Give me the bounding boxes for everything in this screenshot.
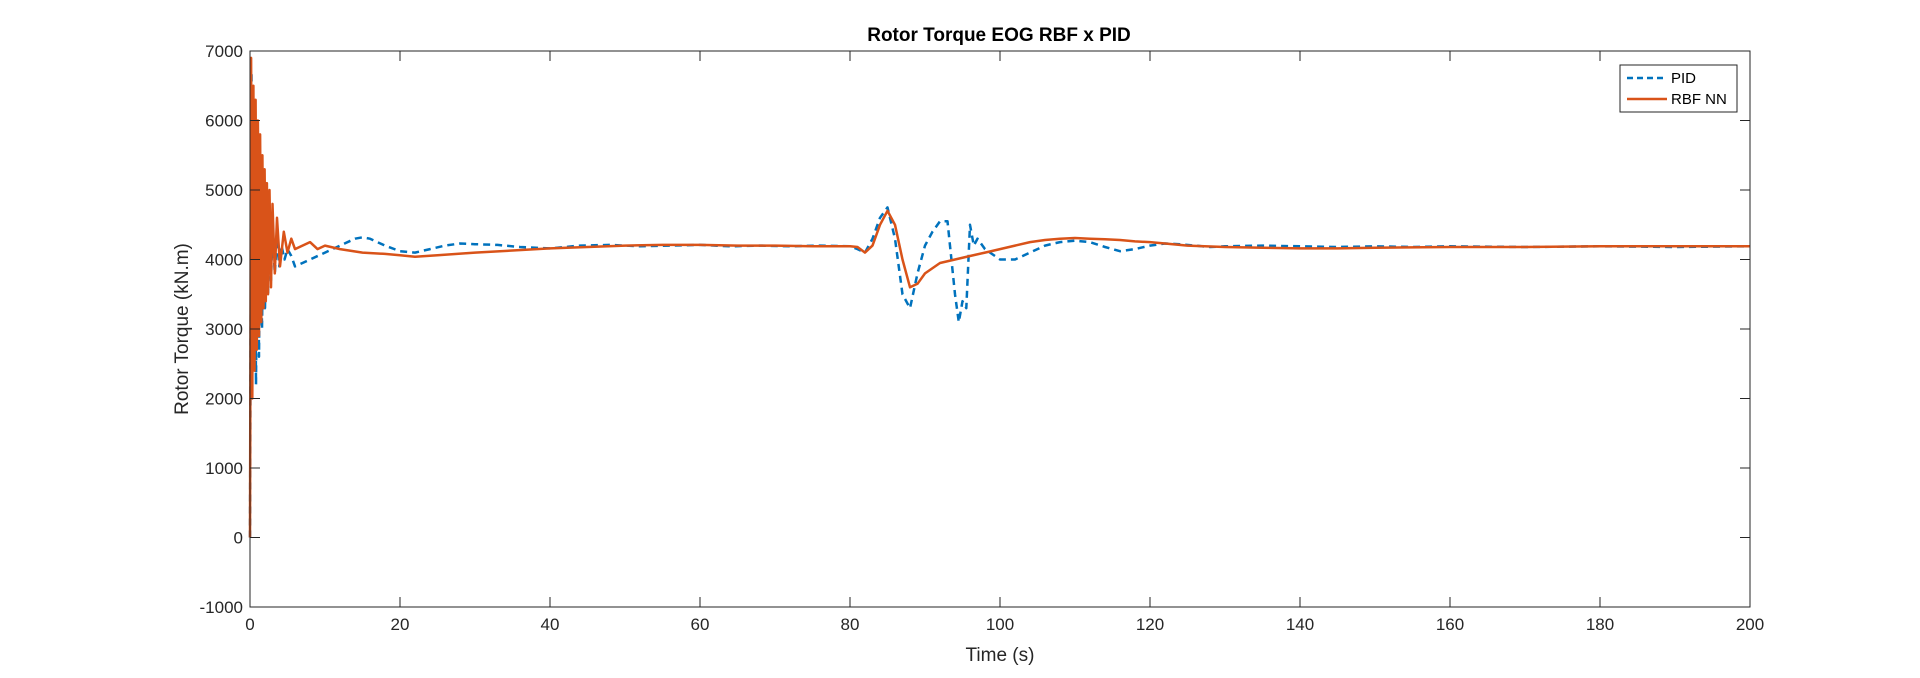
x-tick-label: 80 [841, 615, 860, 634]
y-tick-label: 4000 [205, 251, 243, 270]
y-tick-label: -1000 [200, 598, 243, 617]
x-tick-label: 200 [1736, 615, 1764, 634]
legend-box [1619, 64, 1738, 113]
y-tick-label: 2000 [205, 390, 243, 409]
y-tick-label: 7000 [205, 42, 243, 61]
y-tick-label: 3000 [205, 320, 243, 339]
series-layer [248, 56, 1751, 538]
y-tick-label: 5000 [205, 181, 243, 200]
legend-label-pid: PID [1671, 70, 1696, 87]
plot-area [250, 51, 1750, 607]
y-axis-label: Rotor Torque (kN.m) [172, 243, 193, 415]
y-axis: -1000 0 1000 2000 3000 4000 5000 6000 7000 [200, 42, 1750, 617]
y-tick-label: 6000 [205, 112, 243, 131]
x-tick-label: 140 [1286, 615, 1314, 634]
y-tick-label: 1000 [205, 459, 243, 478]
x-tick-label: 180 [1586, 615, 1614, 634]
x-tick-label: 60 [691, 615, 710, 634]
x-tick-label: 100 [986, 615, 1014, 634]
x-tick-label: 120 [1136, 615, 1164, 634]
x-tick-label: 0 [245, 615, 254, 634]
series-line-rbf-nn [248, 56, 1750, 538]
x-tick-label: 40 [541, 615, 560, 634]
y-tick-label: 0 [234, 529, 243, 548]
x-axis-label: Time (s) [966, 645, 1035, 666]
x-tick-label: 20 [391, 615, 410, 634]
x-tick-label: 160 [1436, 615, 1464, 634]
legend: PID RBF NN [1619, 64, 1738, 113]
chart-title: Rotor Torque EOG RBF x PID [867, 25, 1131, 46]
x-axis: 0 20 40 60 80 100 120 140 160 180 200 [245, 51, 1764, 634]
legend-label-rbf-nn: RBF NN [1671, 91, 1727, 108]
